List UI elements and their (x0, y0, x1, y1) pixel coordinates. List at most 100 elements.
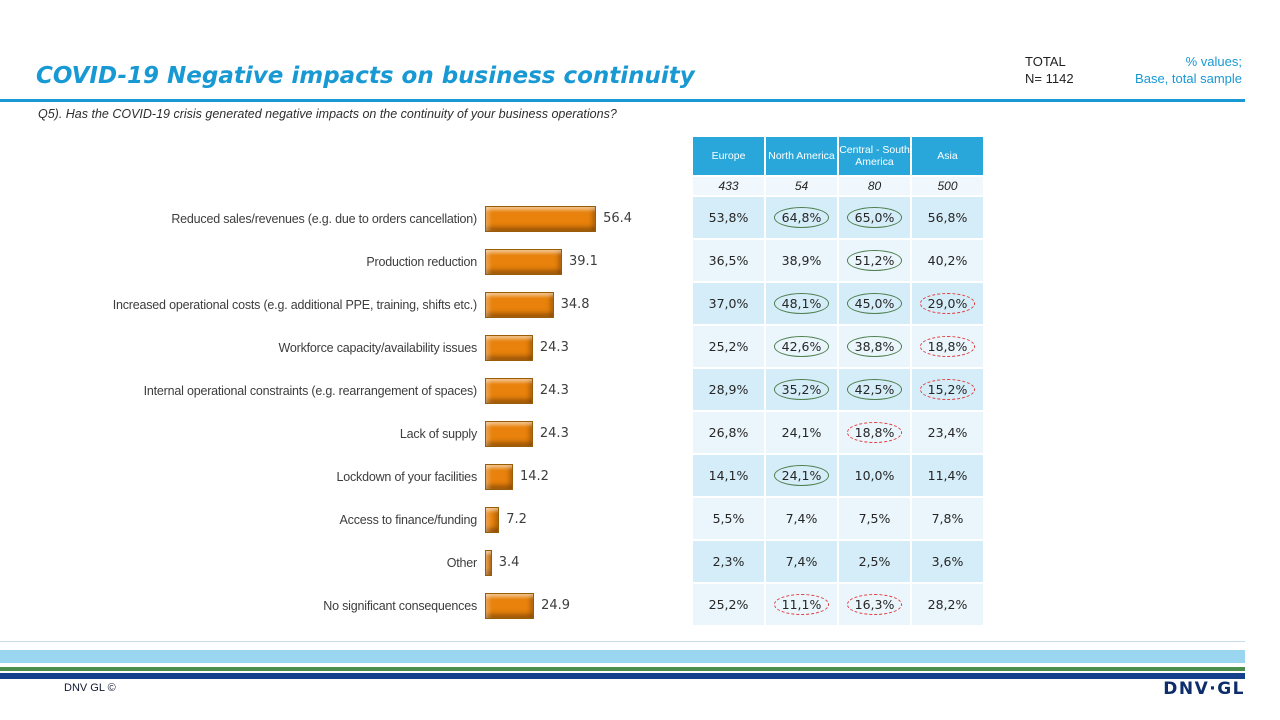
bar (485, 420, 533, 447)
category-label: Lack of supply (399, 426, 477, 441)
table-cell: 28,2% (912, 584, 983, 625)
table-header-cell: Central - South America (839, 137, 910, 175)
category-label: Workforce capacity/availability issues (278, 340, 478, 355)
table-cell: 53,8% (693, 197, 764, 238)
bar (485, 248, 562, 275)
table-cell: 7,4% (766, 498, 837, 539)
category-label: Increased operational costs (e.g. additi… (112, 297, 477, 312)
bar (485, 205, 597, 232)
table-cell: 23,4% (912, 412, 983, 453)
value-label: 14.2 (520, 469, 549, 484)
chart-row: Workforce capacity/availability issues 24… (0, 326, 692, 369)
category-label: Access to finance/funding (339, 512, 478, 527)
table-cell: 37,0% (693, 283, 764, 324)
table-cell: 7,5% (839, 498, 910, 539)
base-count-cell: 433 (693, 177, 764, 195)
category-label: Internal operational constraints (e.g. r… (143, 383, 478, 398)
category-label: No significant consequences (323, 598, 477, 613)
highlight-ellipse-green: 64,8% (773, 207, 830, 228)
highlight-ellipse-green: 45,0% (846, 293, 903, 314)
highlight-ellipse-green: 38,8% (846, 336, 903, 357)
table-cell: 11,4% (912, 455, 983, 496)
base-count-cell: 500 (912, 177, 983, 195)
category-label: Production reduction (366, 254, 477, 269)
bar (485, 291, 554, 318)
table-cell: 18,8% (912, 326, 983, 367)
table-cell: 25,2% (693, 326, 764, 367)
value-label: 24.9 (541, 598, 571, 613)
highlight-ellipse-green: 65,0% (846, 207, 903, 228)
chart-row: Lack of supply 24.3 (0, 412, 692, 455)
footer-divider (0, 641, 1245, 642)
chart-row: Increased operational costs (e.g. additi… (0, 283, 692, 326)
bar-chart: Reduced sales/revenues (e.g. due to orde… (0, 197, 692, 627)
highlight-ellipse-green: 35,2% (773, 379, 830, 400)
table-header-cell: Asia (912, 137, 983, 175)
highlight-ellipse-green: 24,1% (773, 465, 830, 486)
table-cell: 36,5% (693, 240, 764, 281)
table-cell: 56,8% (912, 197, 983, 238)
table-cell: 45,0% (839, 283, 910, 324)
bar (485, 549, 492, 576)
total-label: TOTAL (1025, 54, 1066, 69)
table-cell: 24,1% (766, 412, 837, 453)
chart-row: Production reduction 39.1 (0, 240, 692, 283)
table-cell: 65,0% (839, 197, 910, 238)
note-line-1: % values; (1185, 54, 1242, 69)
table-cell: 42,5% (839, 369, 910, 410)
table-cell: 42,6% (766, 326, 837, 367)
highlight-ellipse-red: 16,3% (846, 594, 903, 615)
table-cell: 38,8% (839, 326, 910, 367)
footer-stripe-navy (0, 673, 1245, 679)
category-label: Reduced sales/revenues (e.g. due to orde… (171, 211, 477, 226)
category-label: Lockdown of your facilities (336, 469, 477, 484)
note-line-2: Base, total sample (1135, 71, 1242, 86)
base-count-cell: 54 (766, 177, 837, 195)
value-label: 34.8 (560, 297, 590, 312)
table-cell: 7,4% (766, 541, 837, 582)
footer-stripe-lightblue (0, 650, 1245, 663)
page-title: COVID-19 Negative impacts on business co… (36, 63, 695, 89)
table-cell: 2,3% (693, 541, 764, 582)
copyright-text: DNV GL © (64, 682, 116, 694)
total-n: N= 1142 (1025, 71, 1074, 86)
table-header-cell: Europe (693, 137, 764, 175)
value-label: 39.1 (569, 254, 598, 269)
highlight-ellipse-green: 42,6% (773, 336, 830, 357)
category-label: Other (446, 555, 477, 570)
chart-row: Internal operational constraints (e.g. r… (0, 369, 692, 412)
value-label: 7.2 (506, 512, 527, 527)
value-label: 24.3 (539, 340, 569, 355)
table-cell: 40,2% (912, 240, 983, 281)
chart-row: Access to finance/funding 7.2 (0, 498, 692, 541)
table-cell: 48,1% (766, 283, 837, 324)
base-count-cell: 80 (839, 177, 910, 195)
highlight-ellipse-red: 15,2% (919, 379, 976, 400)
table-header-cell: North America (766, 137, 837, 175)
region-data-table: Europe North America Central - South Ameri… (693, 137, 983, 625)
chart-row: Other 3.4 (0, 541, 692, 584)
bar (485, 334, 533, 361)
table-cell: 26,8% (693, 412, 764, 453)
chart-row: Reduced sales/revenues (e.g. due to orde… (0, 197, 692, 240)
bar (485, 506, 500, 533)
value-label: 3.4 (498, 555, 520, 570)
highlight-ellipse-green: 48,1% (773, 293, 830, 314)
table-cell: 25,2% (693, 584, 764, 625)
dnv-gl-logo: DNV·GL (1163, 679, 1245, 699)
chart-row: No significant consequences 24.9 (0, 584, 692, 627)
survey-question: Q5). Has the COVID-19 crisis generated n… (38, 107, 617, 121)
highlight-ellipse-green: 42,5% (846, 379, 903, 400)
table-cell: 10,0% (839, 455, 910, 496)
table-cell: 2,5% (839, 541, 910, 582)
table-cell: 28,9% (693, 369, 764, 410)
total-sample-block: TOTAL N= 1142 (1025, 53, 1074, 87)
title-divider (0, 99, 1245, 102)
highlight-ellipse-red: 11,1% (773, 594, 830, 615)
table-cell: 3,6% (912, 541, 983, 582)
value-label: 24.3 (539, 383, 569, 398)
highlight-ellipse-red: 29,0% (919, 293, 976, 314)
table-cell: 64,8% (766, 197, 837, 238)
table-cell: 29,0% (912, 283, 983, 324)
